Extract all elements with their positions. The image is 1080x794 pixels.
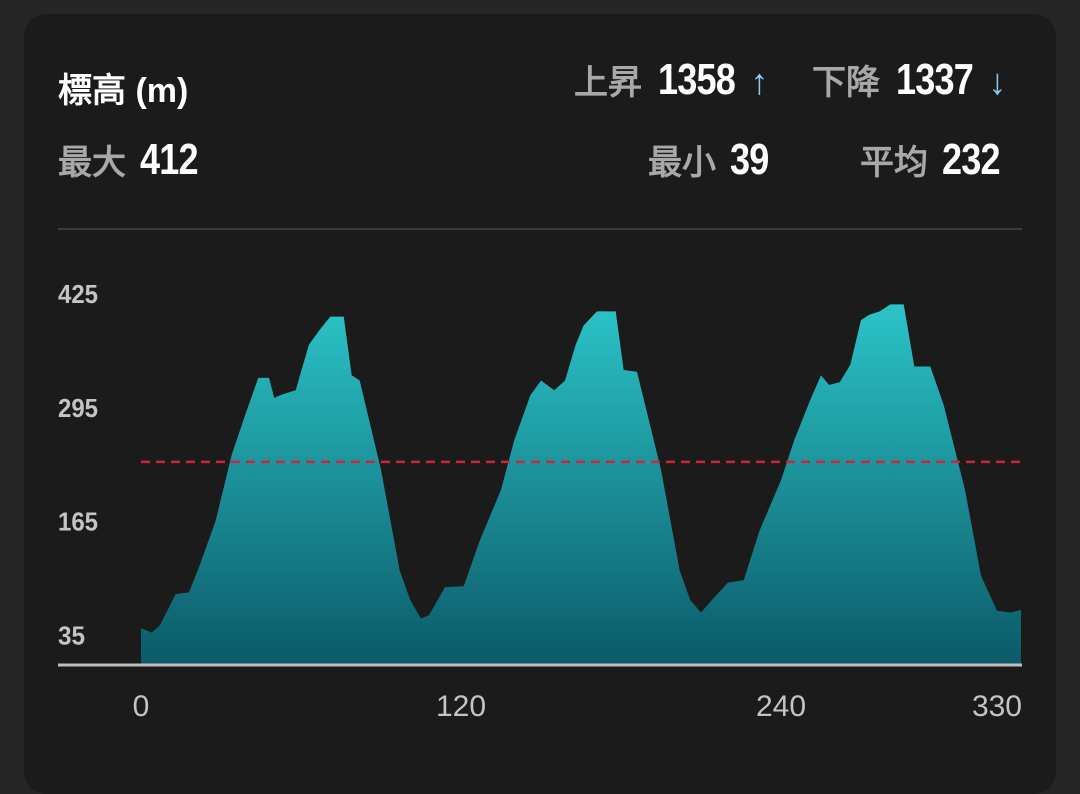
y-tick-label: 35 — [58, 620, 85, 650]
min-label: 最小 — [648, 144, 716, 182]
x-tick-label: 330 — [972, 690, 1022, 723]
y-tick-label: 425 — [58, 279, 98, 309]
arrow-down-icon: ↓ — [988, 61, 1007, 102]
max-stat: 最大 412 — [58, 138, 211, 182]
max-label: 最大 — [58, 144, 126, 182]
descent-label: 下降 — [812, 64, 880, 102]
elevation-area — [141, 304, 1021, 665]
chart-title: 標高 (m) — [58, 72, 189, 110]
x-tick-label: 0 — [133, 690, 150, 723]
elevation-chart: 425 295 165 35 0 120 240 330 — [58, 279, 1022, 723]
ascent-value: 1358 — [658, 55, 736, 104]
min-value: 39 — [730, 135, 769, 184]
descent-stat: 下降 1337 ↓ — [812, 58, 1006, 102]
descent-value: 1337 — [896, 55, 974, 104]
avg-label: 平均 — [860, 144, 928, 182]
min-stat: 最小 39 — [648, 138, 777, 182]
avg-value: 232 — [942, 135, 1001, 184]
x-tick-label: 240 — [756, 690, 806, 723]
arrow-up-icon: ↑ — [750, 61, 769, 102]
y-tick-label: 165 — [58, 507, 98, 537]
max-value: 412 — [140, 135, 199, 184]
ascent-stat: 上昇 1358 ↑ — [574, 58, 768, 102]
ascent-label: 上昇 — [574, 64, 642, 102]
divider — [58, 228, 1022, 230]
avg-stat: 平均 232 — [860, 138, 1013, 182]
y-tick-label: 295 — [58, 393, 98, 423]
x-tick-label: 120 — [436, 690, 486, 723]
